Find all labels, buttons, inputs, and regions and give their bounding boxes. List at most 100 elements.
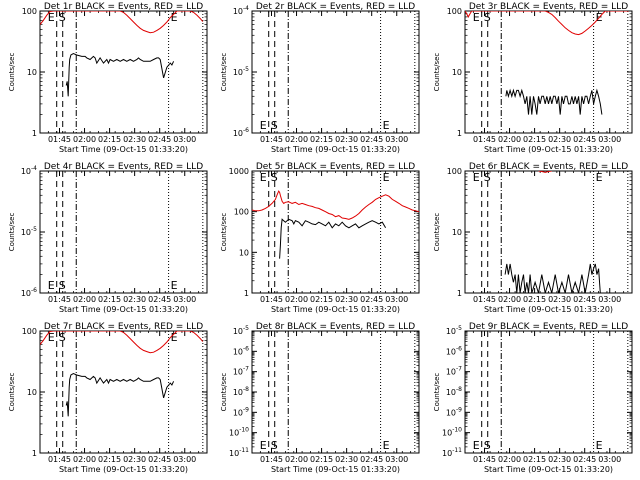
x-axis-label: Start Time (09-Oct-15 01:33:20) xyxy=(271,145,400,154)
lld-series-line xyxy=(538,171,552,173)
y-axis-label: Counts/sec xyxy=(433,53,441,92)
y-axis-label: Counts/sec xyxy=(220,53,228,92)
y-axis-label: Counts/sec xyxy=(8,373,16,412)
marker-label-s: S xyxy=(271,439,278,452)
events-series-line xyxy=(505,88,603,115)
y-tick-label: 10-8 xyxy=(446,386,462,397)
x-tick-label: 02:15 xyxy=(98,135,121,144)
x-axis-label: Start Time (09-Oct-15 01:33:20) xyxy=(59,305,188,314)
x-tick-label: 02:45 xyxy=(148,135,171,144)
detector-panel-8: Det 8r BLACK = Events, RED = LLD Counts/s… xyxy=(220,322,420,474)
x-axis-label: Start Time (09-Oct-15 01:33:20) xyxy=(484,465,613,474)
detector-panel-2: Det 2r BLACK = Events, RED = LLD Counts/s… xyxy=(220,2,420,154)
y-axis-label: Counts/sec xyxy=(433,213,441,252)
marker-label-e-end: E xyxy=(171,331,178,344)
plot-frame xyxy=(39,330,208,454)
x-tick-label: 01:45 xyxy=(473,455,496,464)
y-tick-label: 10-5 xyxy=(233,325,249,336)
plot-frame xyxy=(39,10,208,134)
lld-series-line xyxy=(252,190,419,220)
x-tick-label: 03:00 xyxy=(385,295,408,304)
y-tick-label: 10-6 xyxy=(233,127,249,138)
events-series-line xyxy=(65,373,175,417)
y-tick-label: 10-9 xyxy=(233,406,249,417)
plot-frame xyxy=(464,10,633,134)
x-tick-label: 02:15 xyxy=(310,295,333,304)
y-tick-label: 10 xyxy=(452,68,462,77)
x-tick-label: 01:45 xyxy=(48,295,71,304)
x-tick-label: 02:45 xyxy=(148,455,171,464)
x-tick-label: 01:45 xyxy=(48,135,71,144)
x-tick-label: 02:00 xyxy=(285,295,308,304)
y-tick-label: 10-10 xyxy=(229,427,249,438)
y-tick-label: 100 xyxy=(234,208,249,217)
y-tick-label: 1 xyxy=(244,289,249,298)
x-axis-label: Start Time (09-Oct-15 01:33:20) xyxy=(59,145,188,154)
x-tick-label: 02:30 xyxy=(123,295,146,304)
detector-panel-7: Det 7r BLACK = Events, RED = LLD Counts/s… xyxy=(8,322,208,474)
y-tick-label: 1000 xyxy=(229,167,249,176)
lld-series-line xyxy=(465,11,629,36)
marker-label-s: S xyxy=(59,279,66,292)
x-tick-label: 03:00 xyxy=(598,135,621,144)
plot-frame xyxy=(251,330,420,454)
y-axis-label: Counts/sec xyxy=(8,213,16,252)
x-tick-label: 03:00 xyxy=(173,455,196,464)
marker-label-s: S xyxy=(59,331,66,344)
x-tick-label: 03:00 xyxy=(598,295,621,304)
panel-title: Det 8r BLACK = Events, RED = LLD xyxy=(256,322,415,332)
panel-title: Det 1r BLACK = Events, RED = LLD xyxy=(44,2,203,12)
x-tick-label: 02:45 xyxy=(360,135,383,144)
marker-label-e-start: E xyxy=(48,11,55,24)
y-tick-label: 100 xyxy=(22,327,37,336)
lld-series-line xyxy=(40,11,204,34)
detector-panel-4: Det 4r BLACK = Events, RED = LLD Counts/s… xyxy=(8,162,208,314)
x-tick-label: 02:15 xyxy=(310,135,333,144)
marker-label-e-end: E xyxy=(596,439,603,452)
panel-title: Det 6r BLACK = Events, RED = LLD xyxy=(469,162,628,172)
x-tick-label: 01:45 xyxy=(48,455,71,464)
y-tick-label: 10-5 xyxy=(233,66,249,77)
x-tick-label: 02:45 xyxy=(573,135,596,144)
marker-label-e-start: E xyxy=(48,331,55,344)
x-axis-label: Start Time (09-Oct-15 01:33:20) xyxy=(484,145,613,154)
marker-label-e-end: E xyxy=(383,119,390,132)
x-tick-label: 02:15 xyxy=(523,295,546,304)
x-tick-label: 02:15 xyxy=(523,455,546,464)
x-tick-label: 02:00 xyxy=(73,295,96,304)
x-axis-label: Start Time (09-Oct-15 01:33:20) xyxy=(271,465,400,474)
events-series-line xyxy=(65,53,175,97)
detector-panel-9: Det 9r BLACK = Events, RED = LLD Counts/s… xyxy=(433,322,633,474)
y-tick-label: 100 xyxy=(447,167,462,176)
marker-label-e-start: E xyxy=(473,171,480,184)
x-tick-label: 02:15 xyxy=(310,455,333,464)
marker-label-e-start: E xyxy=(473,11,480,24)
y-tick-label: 10-11 xyxy=(229,447,249,458)
x-tick-label: 02:00 xyxy=(73,455,96,464)
x-tick-label: 02:15 xyxy=(523,135,546,144)
y-tick-label: 1 xyxy=(32,129,37,138)
x-tick-label: 01:45 xyxy=(473,135,496,144)
x-tick-label: 01:45 xyxy=(260,295,283,304)
panel-title: Det 9r BLACK = Events, RED = LLD xyxy=(469,322,628,332)
marker-label-s: S xyxy=(271,119,278,132)
detector-panel-5: Det 5r BLACK = Events, RED = LLD Counts/s… xyxy=(220,162,420,314)
x-tick-label: 03:00 xyxy=(173,135,196,144)
x-tick-label: 02:00 xyxy=(285,135,308,144)
x-tick-label: 02:30 xyxy=(548,295,571,304)
x-tick-label: 02:00 xyxy=(73,135,96,144)
panel-title: Det 4r BLACK = Events, RED = LLD xyxy=(44,162,203,172)
events-series-line xyxy=(279,218,387,259)
plot-frame xyxy=(251,10,420,134)
y-tick-label: 10 xyxy=(239,248,249,257)
x-tick-label: 02:45 xyxy=(573,295,596,304)
y-tick-label: 1 xyxy=(32,449,37,458)
x-tick-label: 02:45 xyxy=(148,295,171,304)
panel-title: Det 5r BLACK = Events, RED = LLD xyxy=(256,162,415,172)
marker-label-e-end: E xyxy=(383,439,390,452)
y-tick-label: 10-10 xyxy=(442,427,462,438)
x-tick-label: 02:15 xyxy=(98,455,121,464)
plot-frame xyxy=(464,330,633,454)
lld-series-line xyxy=(40,331,204,354)
x-tick-label: 01:45 xyxy=(473,295,496,304)
